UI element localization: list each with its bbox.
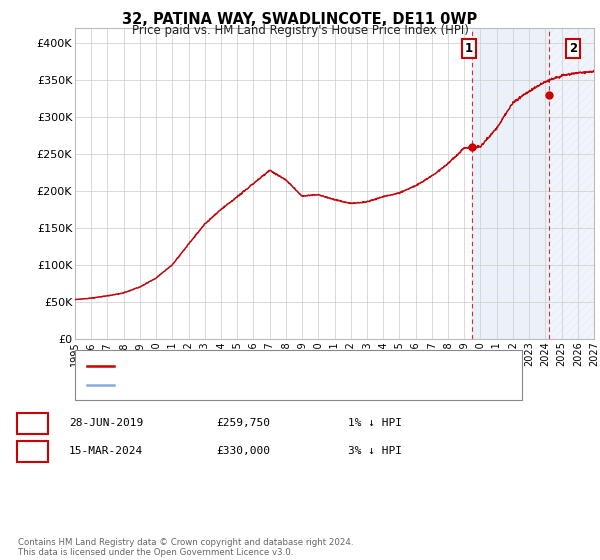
Bar bbox=[472, 28, 548, 339]
Text: 1% ↓ HPI: 1% ↓ HPI bbox=[348, 418, 402, 428]
Text: 2: 2 bbox=[28, 445, 37, 458]
Text: HPI: Average price, detached house, South Derbyshire: HPI: Average price, detached house, Sout… bbox=[121, 380, 405, 390]
Text: 2: 2 bbox=[569, 42, 577, 55]
Text: 32, PATINA WAY, SWADLINCOTE, DE11 0WP (detached house): 32, PATINA WAY, SWADLINCOTE, DE11 0WP (d… bbox=[121, 361, 441, 371]
Bar bbox=[548, 28, 594, 339]
Text: £330,000: £330,000 bbox=[216, 446, 270, 456]
Text: 3% ↓ HPI: 3% ↓ HPI bbox=[348, 446, 402, 456]
Text: £259,750: £259,750 bbox=[216, 418, 270, 428]
Text: 1: 1 bbox=[28, 417, 37, 430]
Text: 28-JUN-2019: 28-JUN-2019 bbox=[69, 418, 143, 428]
Text: 1: 1 bbox=[465, 42, 473, 55]
Text: Contains HM Land Registry data © Crown copyright and database right 2024.
This d: Contains HM Land Registry data © Crown c… bbox=[18, 538, 353, 557]
Text: 15-MAR-2024: 15-MAR-2024 bbox=[69, 446, 143, 456]
Text: 32, PATINA WAY, SWADLINCOTE, DE11 0WP: 32, PATINA WAY, SWADLINCOTE, DE11 0WP bbox=[122, 12, 478, 27]
Text: Price paid vs. HM Land Registry's House Price Index (HPI): Price paid vs. HM Land Registry's House … bbox=[131, 24, 469, 36]
